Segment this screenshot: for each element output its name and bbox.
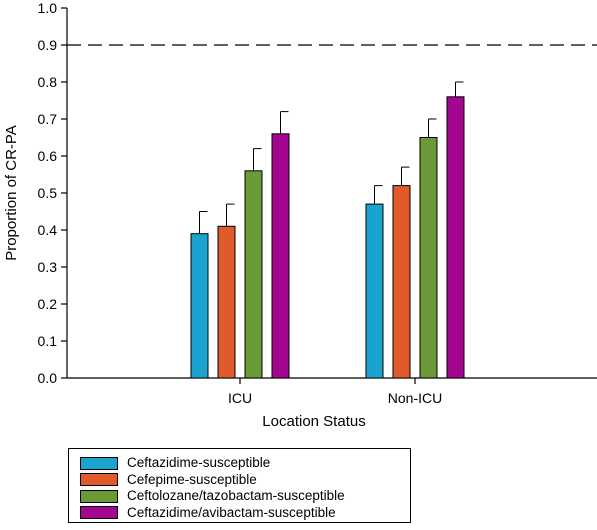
y-tick-label: 1.0 [38,0,58,16]
legend-swatch [80,456,118,470]
legend-item: Ceftolozane/tazobactam-susceptible [80,488,410,505]
y-axis-label: Proportion of CR-PA [3,125,20,261]
legend-swatch [80,489,118,503]
bar [419,137,438,379]
x-tick-label: Non-ICU [388,390,442,406]
bar [365,203,384,379]
x-tick-label: ICU [228,390,252,406]
legend-item: Cefepime-susceptible [80,472,410,489]
y-tick-label: 0.5 [38,185,58,201]
legend-label: Ceftolozane/tazobactam-susceptible [127,488,345,503]
y-tick-label: 0.7 [38,111,58,127]
bar [271,133,290,379]
legend: Ceftazidime-susceptible Cefepime-suscept… [68,448,411,523]
y-tick-label: 0.1 [38,333,58,349]
legend-label: Ceftazidime/avibactam-susceptible [127,504,336,520]
bars [190,96,465,379]
bar [217,225,236,379]
x-axis-label: Location Status [262,413,365,430]
legend-label: Cefepime-susceptible [127,471,257,487]
x-axis-ticks: ICU Non-ICU [228,378,442,406]
y-tick-label: 0.0 [38,370,58,386]
y-axis-ticks: 0.0 0.1 0.2 0.3 0.4 0.5 0.6 0.7 0.8 0.9 1.0 [38,0,67,386]
y-tick-label: 0.4 [38,222,58,238]
bar [244,170,263,379]
axes [66,8,597,379]
y-tick-label: 0.9 [38,37,58,53]
error-bars [199,81,464,234]
legend-label: Ceftazidime-susceptible [127,455,271,470]
legend-swatch [80,473,118,487]
y-tick-label: 0.8 [38,74,58,90]
y-tick-label: 0.6 [38,148,58,164]
y-tick-label: 0.2 [38,296,58,312]
legend-item: Ceftazidime/avibactam-susceptible [80,505,410,522]
bar [446,96,465,379]
legend-swatch [80,506,118,520]
bar [190,233,209,379]
y-tick-label: 0.3 [38,259,58,275]
legend-item: Ceftazidime-susceptible [80,455,410,472]
bar [392,185,411,379]
